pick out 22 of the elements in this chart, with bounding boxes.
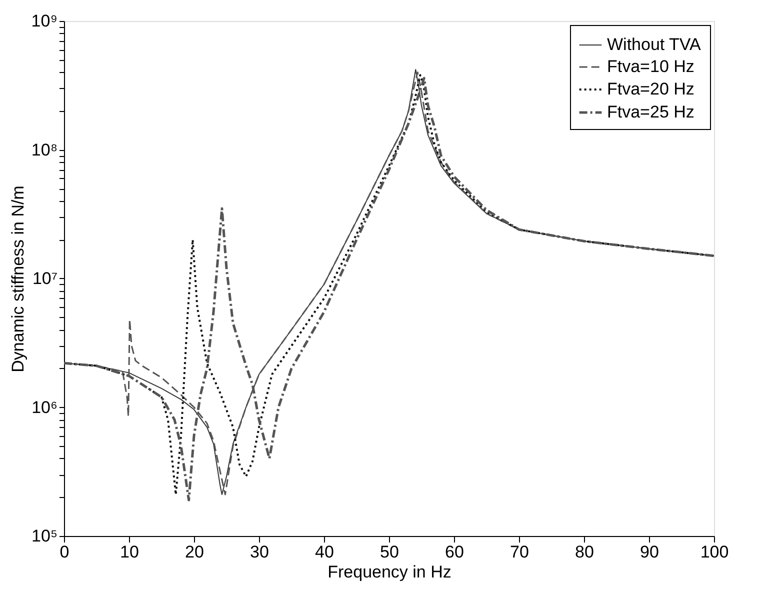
x-tick-label: 0 [60,542,70,562]
y-tick-label: 10⁶ [32,398,58,417]
y-axis-title: Dynamic stiffness in N/m [8,186,28,372]
y-tick-label: 10⁸ [31,140,58,160]
legend-label: Without TVA [607,35,702,54]
legend-label: Ftva=20 Hz [607,80,694,98]
y-tick-label: 10⁹ [31,12,58,30]
x-tick-label: 90 [640,542,659,562]
x-tick-label: 10 [120,542,139,562]
y-tick-label: 10⁷ [32,269,58,288]
x-axis-title: Frequency in Hz [328,562,452,582]
x-tick-label: 20 [185,542,204,562]
y-tick-label: 10⁵ [32,526,58,546]
x-tick-label: 30 [250,542,269,562]
x-tick-label: 100 [700,542,729,562]
x-tick-label: 80 [575,542,594,562]
x-tick-label: 60 [445,542,464,562]
x-tick-label: 40 [315,542,334,562]
legend-label: Ftva=10 Hz [607,57,694,76]
legend-label: Ftva=25 Hz [607,102,694,122]
x-tick-label: 50 [380,542,399,562]
x-tick-label: 70 [510,542,529,562]
